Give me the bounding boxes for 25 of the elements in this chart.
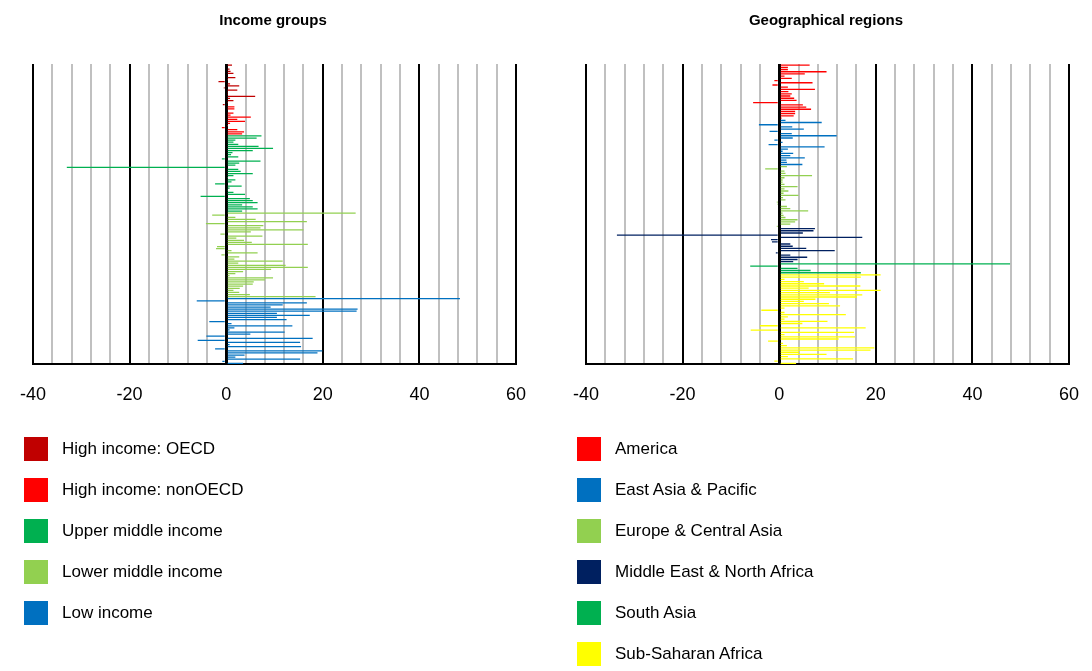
x-tick-label: 60 xyxy=(505,384,526,405)
x-tick-label: -40 xyxy=(20,384,47,405)
x-tick-label: -40 xyxy=(573,384,600,405)
x-tick-label: 0 xyxy=(774,384,785,405)
legend-label: East Asia & Pacific xyxy=(615,479,757,500)
legend-label: Low income xyxy=(62,602,153,623)
x-tick-label: -20 xyxy=(669,384,696,405)
x-tick-label: 40 xyxy=(962,384,983,405)
legend-label: America xyxy=(615,438,678,459)
x-tick-label: 20 xyxy=(865,384,886,405)
x-tick-label: 60 xyxy=(1058,384,1079,405)
x-tick-label: -20 xyxy=(116,384,143,405)
x-tick-label: 20 xyxy=(312,384,333,405)
legend-label: High income: OECD xyxy=(62,438,216,459)
legend-label: Middle East & North Africa xyxy=(615,561,814,582)
legend-label: Europe & Central Asia xyxy=(615,520,783,541)
x-tick-label: 40 xyxy=(409,384,430,405)
x-tick-label: 0 xyxy=(221,384,232,405)
legend-label: Lower middle income xyxy=(62,561,223,582)
chart-title: Income groups xyxy=(219,11,327,29)
legend-label: South Asia xyxy=(615,602,697,623)
legend-label: Upper middle income xyxy=(62,520,223,541)
legend-label: Sub-Saharan Africa xyxy=(615,643,763,664)
chart-title: Geographical regions xyxy=(748,11,904,29)
legend-label: High income: nonOECD xyxy=(62,479,244,500)
